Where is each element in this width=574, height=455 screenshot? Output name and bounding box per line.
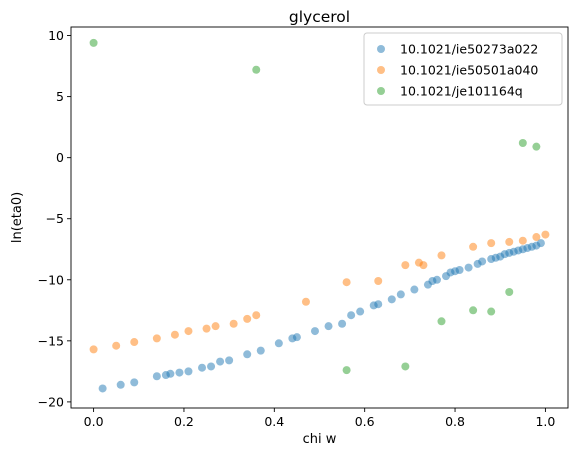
data-point: [342, 366, 351, 375]
data-point: [505, 237, 514, 246]
data-point: [324, 322, 333, 331]
data-point: [98, 384, 107, 393]
x-tick-label: 0.2: [174, 414, 194, 429]
data-point: [130, 378, 139, 387]
data-point: [301, 297, 310, 306]
data-point: [310, 327, 319, 336]
data-point: [478, 257, 487, 266]
data-point: [401, 362, 410, 371]
y-ticks: −20 −15 −10 −5 0 5 10: [38, 28, 71, 409]
data-point: [536, 239, 545, 248]
data-point: [112, 341, 121, 350]
plot-frame: [70, 26, 569, 409]
data-point: [152, 372, 161, 381]
data-point: [184, 327, 193, 336]
data-point: [464, 263, 473, 272]
x-tick-label: 1.0: [535, 414, 555, 429]
data-point: [166, 369, 175, 378]
data-point: [89, 345, 98, 354]
legend-marker: [377, 66, 385, 74]
legend: 10.1021/ie50273a022 10.1021/ie50501a040 10…: [363, 32, 563, 106]
y-tick-label: −5: [46, 211, 64, 226]
y-tick-label: −20: [38, 394, 64, 409]
data-point: [229, 319, 238, 328]
y-tick-label: −15: [38, 333, 64, 348]
data-point: [252, 65, 261, 74]
x-tick-label: 0.4: [264, 414, 284, 429]
data-point: [216, 357, 225, 366]
data-point: [338, 319, 347, 328]
legend-label: 10.1021/je101164q: [400, 84, 523, 99]
data-point: [243, 350, 252, 359]
data-point: [532, 142, 541, 151]
data-point: [292, 333, 301, 342]
data-point: [211, 322, 220, 331]
data-point: [487, 307, 496, 316]
data-point: [252, 311, 261, 320]
data-point: [170, 330, 179, 339]
y-tick-label: 0: [56, 150, 64, 165]
data-point: [487, 239, 496, 248]
data-point: [432, 275, 441, 284]
data-point: [419, 261, 428, 270]
x-tick-label: 0.0: [84, 414, 104, 429]
data-point: [89, 38, 98, 47]
data-point: [387, 295, 396, 304]
data-point: [541, 230, 550, 239]
data-point: [518, 236, 527, 245]
data-point: [374, 300, 383, 309]
data-point: [256, 346, 265, 355]
data-point: [202, 324, 211, 333]
legend-label: 10.1021/ie50501a040: [400, 63, 538, 78]
y-tick-label: −10: [38, 272, 64, 287]
legend-box: [363, 32, 563, 106]
y-tick-label: 5: [56, 89, 64, 104]
x-ticks: 0.0 0.2 0.4 0.6 0.8 1.0: [84, 408, 555, 429]
legend-marker: [377, 87, 385, 95]
data-point: [116, 380, 125, 389]
data-point: [274, 339, 283, 348]
data-point: [347, 311, 356, 320]
legend-label: 10.1021/ie50273a022: [400, 42, 538, 57]
data-point: [342, 278, 351, 287]
data-point: [152, 334, 161, 343]
legend-marker: [377, 45, 385, 53]
data-point: [356, 307, 365, 316]
data-point: [243, 314, 252, 323]
data-point: [410, 285, 419, 294]
data-point: [518, 139, 527, 148]
points-layer: [89, 38, 550, 393]
data-point: [130, 338, 139, 347]
data-point: [396, 290, 405, 299]
data-point: [225, 356, 234, 365]
data-point: [437, 317, 446, 326]
y-axis-label: ln(eta0): [10, 192, 25, 243]
data-point: [184, 367, 193, 376]
data-point: [505, 287, 514, 296]
data-point: [532, 233, 541, 242]
data-point: [437, 251, 446, 260]
y-tick-label: 10: [48, 28, 64, 43]
data-point: [198, 363, 207, 372]
data-point: [455, 266, 464, 275]
data-point: [374, 277, 383, 285]
data-point: [207, 362, 216, 371]
legend-entries: 10.1021/ie50273a022 10.1021/ie50501a040 10…: [377, 42, 538, 99]
x-tick-label: 0.6: [355, 414, 375, 429]
data-point: [469, 306, 478, 315]
data-point: [175, 368, 184, 377]
x-tick-label: 0.8: [445, 414, 465, 429]
x-axis-label: chi w: [303, 432, 337, 447]
chart-title: glycerol: [289, 8, 350, 26]
data-point: [401, 261, 410, 270]
data-point: [469, 242, 478, 251]
